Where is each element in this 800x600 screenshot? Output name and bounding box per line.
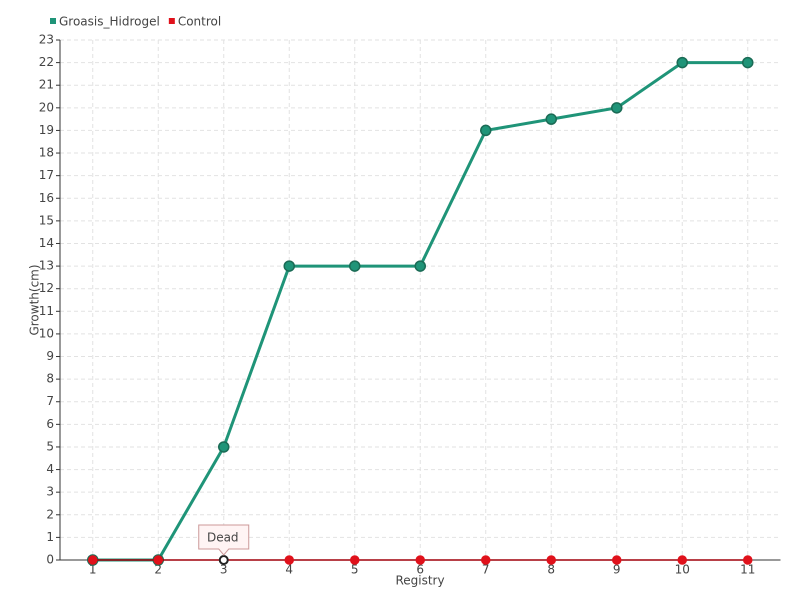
- y-tick-label: 20: [39, 100, 54, 114]
- data-point: [283, 260, 295, 272]
- legend-label: Control: [178, 15, 221, 29]
- y-tick-label: 1: [46, 530, 54, 544]
- data-point: [414, 260, 426, 272]
- y-tick-label: 12: [39, 281, 54, 295]
- y-tick-label: 6: [46, 417, 54, 431]
- data-point: [677, 555, 687, 565]
- y-tick-label: 3: [46, 485, 54, 499]
- y-tick-label: 2: [46, 507, 54, 521]
- annotation-text: Dead: [207, 531, 239, 545]
- data-point: [218, 441, 230, 453]
- data-point: [611, 102, 623, 114]
- x-tick-label: 10: [675, 563, 690, 577]
- data-point: [88, 555, 98, 565]
- x-tick-label: 1: [89, 563, 97, 577]
- x-axis-label: Registry: [395, 574, 444, 588]
- x-tick-label: 9: [613, 563, 621, 577]
- data-point: [676, 56, 688, 69]
- y-tick-label: 22: [39, 55, 54, 69]
- x-tick-label: 3: [220, 563, 228, 577]
- x-tick-label: 5: [351, 563, 359, 577]
- y-tick-label: 13: [39, 259, 54, 273]
- y-tick-label: 11: [39, 304, 54, 318]
- data-point: [349, 260, 361, 272]
- x-tick-label: 7: [482, 563, 490, 577]
- data-point: [742, 56, 754, 69]
- y-tick-label: 17: [39, 168, 54, 182]
- data-point: [480, 124, 492, 137]
- y-tick-label: 15: [39, 213, 54, 227]
- y-tick-label: 10: [39, 326, 54, 340]
- y-tick-label: 23: [39, 33, 54, 47]
- y-tick-label: 16: [39, 191, 54, 205]
- y-tick-label: 14: [39, 236, 54, 250]
- annotation: Dead: [198, 524, 250, 556]
- data-point: [545, 113, 557, 125]
- data-point: [153, 555, 163, 565]
- legend-swatch: [168, 18, 175, 24]
- y-tick-label: 0: [46, 553, 54, 567]
- x-tick-label: 4: [285, 563, 293, 577]
- y-tick-label: 5: [46, 439, 54, 453]
- x-tick-label: 11: [740, 563, 755, 577]
- data-point: [481, 555, 491, 565]
- data-point: [612, 555, 622, 565]
- x-tick-label: 2: [154, 563, 162, 577]
- y-tick-label: 21: [39, 78, 54, 92]
- data-point: [218, 555, 229, 565]
- data-point: [743, 555, 753, 565]
- data-point: [284, 555, 294, 565]
- x-tick-label: 8: [547, 563, 555, 577]
- y-tick-label: 4: [46, 462, 54, 476]
- annotation-box: [198, 524, 250, 556]
- x-tick-label: 6: [416, 563, 424, 577]
- y-tick-label: 9: [46, 349, 54, 363]
- legend-label: Groasis_Hidrogel: [59, 15, 160, 29]
- y-axis-label: Growth(cm): [28, 264, 42, 335]
- data-point: [350, 555, 360, 565]
- y-tick-label: 8: [46, 372, 54, 386]
- legend-swatch: [50, 18, 56, 24]
- y-tick-label: 19: [39, 123, 54, 137]
- data-point: [415, 555, 425, 565]
- y-tick-label: 18: [39, 146, 54, 160]
- data-point: [546, 555, 556, 565]
- y-tick-label: 7: [46, 394, 54, 408]
